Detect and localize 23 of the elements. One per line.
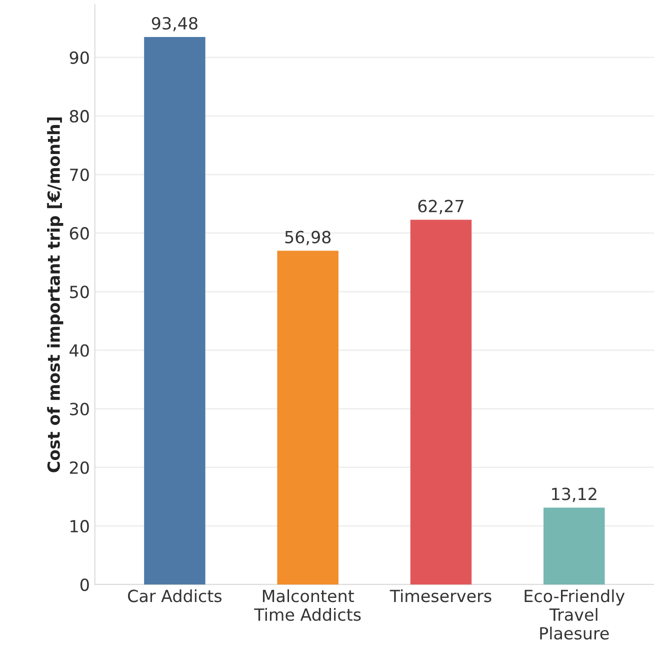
y-tick-label: 30 xyxy=(70,402,89,416)
y-tick-label: 0 xyxy=(80,578,89,592)
data-label: 13,12 xyxy=(552,488,596,502)
y-tick-label: 20 xyxy=(70,461,89,474)
y-axis-title: Cost of most important trip [€/month] xyxy=(47,118,64,472)
y-tick-label: 80 xyxy=(70,110,89,123)
y-tick-label: 40 xyxy=(70,344,89,357)
bar xyxy=(543,508,605,584)
y-tick-label: 60 xyxy=(70,227,89,240)
data-label: 93,48 xyxy=(152,17,198,32)
data-label: 56,98 xyxy=(285,230,331,246)
x-tick-label: Car Addicts xyxy=(128,589,222,602)
y-tick-label: 10 xyxy=(70,520,89,532)
bar xyxy=(277,250,338,584)
x-tick-label: Eco-Friendly Travel Plaesure xyxy=(524,589,625,640)
x-tick-label: Malcontent Time Addicts xyxy=(254,589,361,621)
bar xyxy=(144,37,206,584)
x-tick-label: Timeservers xyxy=(390,589,492,602)
data-label: 62,27 xyxy=(418,200,464,214)
bar xyxy=(410,220,472,584)
y-tick-label: 90 xyxy=(70,51,89,64)
y-tick-label: 70 xyxy=(70,168,89,182)
y-tick-label: 50 xyxy=(70,286,89,298)
